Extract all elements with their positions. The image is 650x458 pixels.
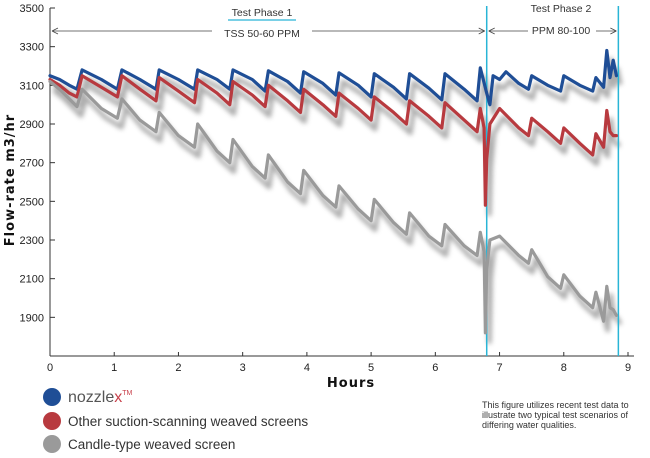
series-shadow-2 [52,88,623,345]
phase1-arrowhead-left [51,27,59,35]
y-axis-title: Flow-rate m3/hr [3,114,18,246]
figure-note-line-2: illustrate two typical test scenarios of [482,410,629,420]
legend-item-candle: Candle-type weaved screen [43,435,235,453]
phase1-subtitle: TSS 50-60 PPM [224,28,300,40]
phase1-arrowhead-right [478,27,485,35]
phase2-arrowhead-left [488,27,495,35]
phase-annotations: Test Phase 1 TSS 50-60 PPM Test Phase 2 … [51,3,620,356]
y-tick-label: 3100 [20,80,44,92]
series-line-2 [48,79,618,335]
legend-label-nozzlex-accent: x [114,389,122,406]
x-tick-label: 7 [496,362,502,374]
figure-note: This figure utilizes recent test data to… [482,400,629,430]
x-tick-label: 9 [625,362,631,374]
phase2-arrowhead-right [610,27,617,35]
figure-note-line-1: This figure utilizes recent test data to [482,400,629,410]
tick-labels: 0 1 2 3 4 5 6 7 8 9 1900 2100 2300 2500 2700 2900 3100 33… [20,3,632,374]
series-shadow-1 [52,82,621,217]
y-tick-label: 2300 [20,235,44,247]
legend-swatch-candle [43,435,61,453]
series-shadows [52,57,623,345]
legend-label-candle: Candle-type weaved screen [68,437,235,452]
phase2-title: Test Phase 2 [531,3,592,15]
y-tick-label: 2900 [20,119,44,131]
x-tick-label: 2 [175,362,181,374]
x-tick-label: 5 [368,362,374,374]
legend: nozzlexTM Other suction-scanning weaved … [43,388,308,453]
x-tick-label: 4 [304,362,310,374]
y-tick-label: 3300 [20,42,44,54]
legend-swatch-suction [43,412,61,430]
x-axis-title: Hours [327,376,375,391]
y-tick-label: 2500 [20,196,44,208]
phase1-title: Test Phase 1 [232,7,293,19]
axes [49,7,634,357]
figure-note-line-3: differing water qualities. [482,420,576,430]
legend-label-nozzlex: nozzle [68,389,114,406]
legend-swatch-nozzlex [43,388,61,406]
legend-item-nozzlex: nozzlexTM [43,388,133,406]
legend-label-suction: Other suction-scanning weaved screens [68,414,308,429]
y-tick-label: 3500 [20,3,44,15]
svg-text:nozzlexTM: nozzlexTM [68,389,133,406]
series-lines [48,48,618,335]
x-tick-label: 3 [240,362,246,374]
y-tick-label: 1900 [20,312,44,324]
series-line-1 [48,74,618,207]
x-tick-label: 1 [111,362,117,374]
legend-label-nozzlex-tm: TM [122,390,132,397]
x-tick-label: 6 [432,362,438,374]
y-tick-label: 2100 [20,274,44,286]
x-tick-label: 0 [47,362,53,374]
y-tick-label: 2700 [20,158,44,170]
phase2-subtitle: PPM 80-100 [532,25,591,37]
x-tick-label: 8 [561,362,567,374]
legend-item-suction: Other suction-scanning weaved screens [43,412,308,430]
